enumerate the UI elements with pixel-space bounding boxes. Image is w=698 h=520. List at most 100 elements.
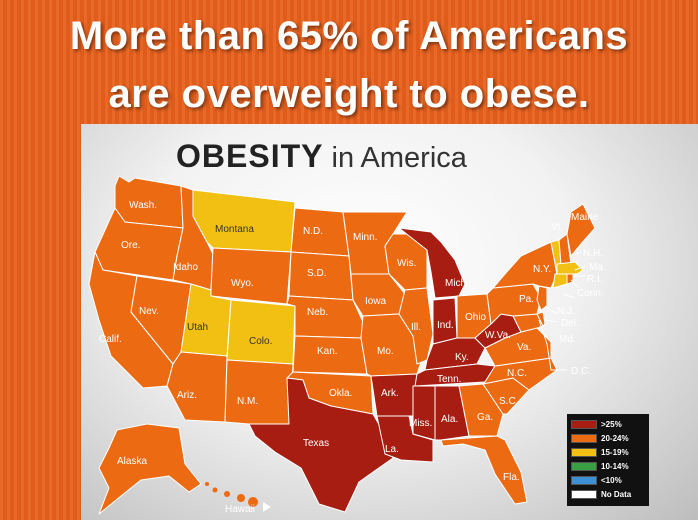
label-utah: Utah xyxy=(187,322,208,333)
legend-label: <10% xyxy=(601,475,622,485)
state-ariz xyxy=(166,351,228,423)
label-ill: Ill. xyxy=(411,322,421,333)
map-panel: OBESITY in America xyxy=(81,124,698,520)
legend-swatch xyxy=(571,475,597,485)
legend-swatch xyxy=(571,461,597,471)
legend-label: >25% xyxy=(601,419,622,429)
state-del xyxy=(536,311,546,327)
label-wash: Wash. xyxy=(129,200,157,211)
label-ma: Ma. xyxy=(589,262,606,273)
label-wyo: Wyo. xyxy=(231,278,254,289)
state-la xyxy=(376,415,434,463)
label-ri: R.I. xyxy=(587,274,603,285)
label-la: La. xyxy=(385,444,399,455)
state-ala xyxy=(434,385,470,441)
legend-label: 10-14% xyxy=(601,461,629,471)
legend-item: 15-19% xyxy=(571,445,645,459)
state-colo xyxy=(226,299,296,365)
legend-swatch xyxy=(571,447,597,457)
us-map: Wash. Ore. Calif. Nev. Idaho Montana Wyo… xyxy=(88,175,606,515)
label-ariz: Ariz. xyxy=(177,390,197,401)
state-hawaii xyxy=(205,482,258,507)
label-ark: Ark. xyxy=(381,388,399,399)
headline-line-1: More than 65% of Americans xyxy=(69,14,629,58)
legend-item: No Data xyxy=(571,487,645,501)
map-title-rest: in America xyxy=(323,142,467,174)
state-fla xyxy=(440,435,528,505)
legend-item: 20-24% xyxy=(571,431,645,445)
map-title: OBESITY in America xyxy=(176,138,467,175)
label-nh: N.H. xyxy=(583,248,603,259)
label-maine: Maine xyxy=(571,212,599,223)
label-va: Va. xyxy=(517,342,531,353)
state-ri xyxy=(566,273,574,285)
label-colo: Colo. xyxy=(249,336,272,347)
state-nj xyxy=(536,285,548,311)
label-neb: Neb. xyxy=(307,307,328,318)
label-texas: Texas xyxy=(303,438,329,449)
state-conn xyxy=(552,273,568,289)
legend-item: >25% xyxy=(571,417,645,431)
label-calif: Calif. xyxy=(99,334,122,345)
label-iowa: Iowa xyxy=(365,296,387,307)
state-ma xyxy=(556,261,584,275)
headline-line-2: are overweight to obese. xyxy=(108,72,590,116)
label-dc: D.C. xyxy=(571,366,591,377)
label-nc: N.C. xyxy=(507,368,527,379)
state-mich xyxy=(398,227,466,299)
label-minn: Minn. xyxy=(353,232,377,243)
label-tenn: Tenn. xyxy=(437,374,461,385)
label-mich: Mich. xyxy=(445,278,469,289)
legend-swatch xyxy=(571,419,597,429)
label-md: Md. xyxy=(559,334,576,345)
state-wyo xyxy=(210,247,292,305)
label-wis: Wis. xyxy=(397,258,416,269)
hawaii-arrow-icon xyxy=(263,502,271,512)
state-nm xyxy=(224,359,294,425)
label-okla: Okla. xyxy=(329,388,352,399)
label-montana: Montana xyxy=(215,224,254,235)
label-miss: Miss. xyxy=(409,418,432,429)
legend-label: 20-24% xyxy=(601,433,629,443)
label-conn: Conn. xyxy=(577,288,604,299)
state-ga xyxy=(458,383,504,437)
label-ore: Ore. xyxy=(121,240,140,251)
legend-label: No Data xyxy=(601,489,632,499)
state-ill xyxy=(398,287,434,365)
label-ny: N.Y. xyxy=(533,264,551,275)
label-wva: W.Va. xyxy=(485,330,511,341)
label-fla: Fla. xyxy=(503,472,520,483)
state-miss xyxy=(412,385,436,441)
map-legend: >25% 20-24% 15-19% 10-14% <10% No Data xyxy=(567,414,649,506)
label-mo: Mo. xyxy=(377,346,394,357)
label-kan: Kan. xyxy=(317,346,338,357)
label-ga: Ga. xyxy=(477,412,493,423)
map-title-bold: OBESITY xyxy=(176,138,324,174)
legend-swatch xyxy=(571,489,597,499)
label-ohio: Ohio xyxy=(465,312,487,323)
label-nm: N.M. xyxy=(237,396,258,407)
state-montana xyxy=(192,189,296,253)
leader-lines xyxy=(538,251,586,371)
label-hawaii: Hawaii xyxy=(225,504,255,515)
state-maine xyxy=(566,203,596,257)
label-idaho: Idaho xyxy=(173,262,198,273)
label-vt: Vt. xyxy=(551,222,563,233)
legend-label: 15-19% xyxy=(601,447,629,457)
legend-item: 10-14% xyxy=(571,459,645,473)
state-texas xyxy=(248,377,394,513)
label-pa: Pa. xyxy=(519,294,534,305)
label-alaska: Alaska xyxy=(117,456,147,467)
label-ky: Ky. xyxy=(455,352,469,363)
label-ind: Ind. xyxy=(437,320,454,331)
label-del: Del. xyxy=(561,318,579,329)
label-sd: S.D. xyxy=(307,268,326,279)
legend-item: <10% xyxy=(571,473,645,487)
state-alaska xyxy=(98,423,202,515)
label-sc: S.C. xyxy=(499,396,518,407)
label-nj: N.J. xyxy=(557,306,575,317)
label-ala: Ala. xyxy=(441,414,458,425)
label-nd: N.D. xyxy=(303,226,323,237)
label-nev: Nev. xyxy=(139,306,159,317)
legend-swatch xyxy=(571,433,597,443)
